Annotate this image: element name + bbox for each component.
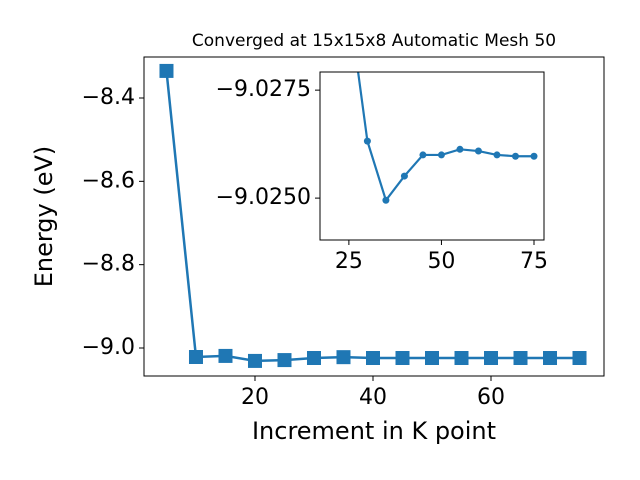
marker [484, 351, 499, 365]
marker [513, 351, 528, 365]
plot-content [159, 63, 587, 368]
marker [400, 172, 408, 180]
y-tick-label: −9.0275 [216, 77, 311, 102]
y-tick-label: −9.0 [82, 335, 135, 360]
marker [419, 151, 427, 159]
marker [395, 351, 410, 365]
marker [218, 348, 233, 363]
marker [511, 152, 519, 160]
marker [425, 351, 440, 365]
marker [456, 145, 464, 153]
plot-content [345, 0, 538, 204]
x-tick-label: 20 [241, 385, 269, 410]
x-tick-label: 25 [335, 249, 363, 274]
y-tick-label: −9.0250 [216, 185, 311, 210]
marker [363, 137, 371, 145]
x-tick-label: 60 [477, 385, 505, 410]
marker [382, 196, 390, 204]
marker [159, 63, 174, 78]
marker [572, 351, 587, 365]
chart-title: Converged at 15x15x8 Automatic Mesh 50 [192, 31, 556, 51]
marker [530, 152, 538, 160]
axes-frame [143, 56, 605, 377]
y-tick-label: −8.8 [82, 252, 135, 277]
marker [493, 151, 501, 159]
y-tick-label: −8.4 [82, 85, 135, 110]
marker [188, 350, 203, 364]
marker [365, 351, 380, 365]
axes-frame [319, 71, 545, 241]
y-tick-label: −8.6 [82, 168, 135, 193]
marker [474, 147, 482, 155]
marker [247, 353, 262, 368]
x-tick-label: 40 [359, 385, 387, 410]
marker [306, 351, 321, 365]
marker [336, 350, 351, 365]
y-axis-label: Energy (eV) [30, 146, 58, 288]
marker [437, 151, 445, 159]
marker [454, 351, 469, 365]
x-tick-label: 50 [427, 249, 455, 274]
marker [543, 351, 558, 365]
x-axis-label: Increment in K point [252, 417, 496, 445]
x-tick-label: 75 [520, 249, 548, 274]
marker [277, 353, 292, 368]
marker [345, 0, 352, 7]
